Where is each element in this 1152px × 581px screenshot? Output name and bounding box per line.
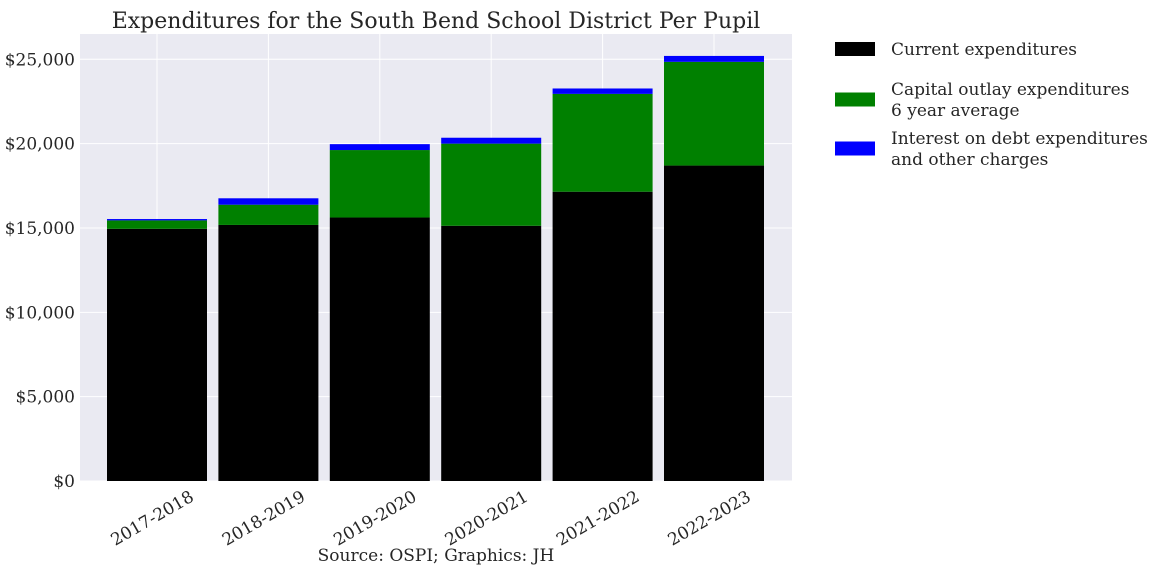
y-tick-label: $5,000: [16, 388, 75, 408]
x-tick-label: 2021-2022: [553, 487, 643, 550]
bar-2017-2018-series-2: [107, 219, 207, 221]
y-tick-label: $20,000: [5, 135, 75, 155]
bar-2021-2022-series-0: [552, 191, 653, 481]
bar-2020-2021-series-2: [441, 137, 542, 144]
bar-2019-2020-series-1: [329, 150, 430, 218]
legend: Current expenditures Capital outlay expen…: [835, 40, 1148, 170]
bar-2017-2018-series-1: [107, 220, 207, 229]
legend-label: Current expenditures: [891, 40, 1077, 60]
bar-2022-2023-series-0: [664, 165, 764, 481]
bar-2017-2018-series-0: [107, 228, 207, 481]
x-tick-label: 2022-2023: [665, 487, 755, 550]
y-tick-label: $15,000: [5, 219, 75, 239]
bar-2018-2019-series-1: [218, 204, 319, 225]
legend-label: Capital outlay expenditures 6 year averag…: [891, 80, 1129, 121]
bar-2022-2023-series-1: [664, 61, 764, 166]
legend-swatch: [835, 141, 875, 156]
x-axis: 2017-2018 2018-2019 2019-2020 2020-2021 2021…: [108, 487, 755, 550]
legend-swatch: [835, 42, 875, 56]
y-tick-label: $0: [53, 472, 75, 492]
y-tick-label: $25,000: [5, 50, 75, 70]
legend-label: Interest on debt expenditures and other c…: [891, 129, 1148, 170]
bar-2019-2020-series-2: [329, 144, 430, 151]
bar-2018-2019-series-2: [218, 198, 319, 205]
chart-title: Expenditures for the South Bend School D…: [112, 9, 761, 34]
x-tick-label: 2017-2018: [108, 487, 198, 550]
y-tick-label: $10,000: [5, 303, 75, 323]
bar-2019-2020-series-0: [329, 217, 430, 482]
bar-2020-2021-series-1: [441, 143, 542, 226]
bars: [107, 55, 764, 482]
x-tick-label: 2018-2019: [219, 487, 309, 550]
bar-2021-2022-series-2: [552, 88, 653, 94]
bar-2022-2023-series-2: [664, 55, 764, 62]
chart-source: Source: OSPI; Graphics: JH: [318, 546, 555, 566]
y-axis: $0 $5,000 $10,000 $15,000 $20,000 $25,000: [5, 50, 75, 492]
bar-2018-2019-series-0: [218, 224, 319, 482]
bar-2021-2022-series-1: [552, 93, 653, 192]
bar-2020-2021-series-0: [441, 225, 542, 481]
legend-swatch: [835, 92, 875, 107]
x-tick-label: 2019-2020: [330, 487, 420, 550]
x-tick-label: 2020-2021: [442, 487, 532, 550]
